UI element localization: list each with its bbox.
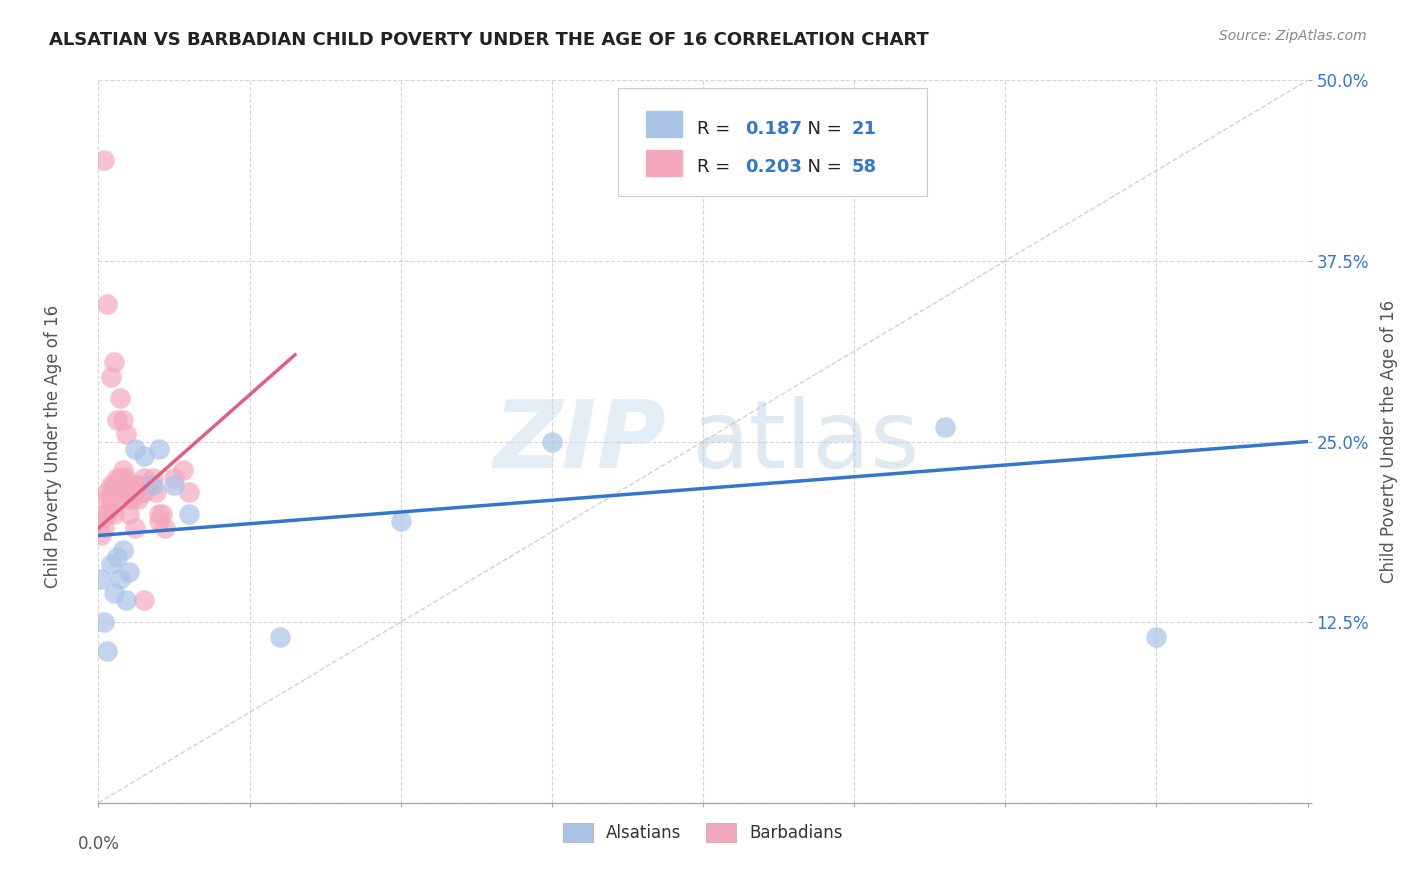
Point (93, 507, 115, 521)
Point (132, 593, 155, 607)
Point (114, 593, 136, 607)
Point (118, 565, 141, 579)
Y-axis label: Child Poverty Under the Age of 16: Child Poverty Under the Age of 16 (1381, 300, 1399, 583)
Point (90, 528, 112, 542)
Point (103, 485, 125, 500)
Bar (647, 150, 682, 176)
Point (105, 478, 128, 492)
Legend: Alsatians, Barbadians: Alsatians, Barbadians (555, 816, 851, 848)
Point (124, 478, 146, 492)
Point (179, 507, 201, 521)
Point (103, 355, 125, 369)
Point (142, 478, 165, 492)
Point (111, 413, 134, 427)
Text: 21: 21 (852, 120, 877, 137)
Point (96, 492, 118, 507)
Point (114, 427, 136, 442)
Text: R =: R = (697, 120, 735, 137)
FancyBboxPatch shape (619, 87, 927, 196)
Point (148, 442, 170, 456)
Point (93, 153, 115, 167)
Point (90, 572, 112, 586)
Point (105, 485, 128, 500)
Text: ZIP: ZIP (494, 395, 666, 488)
Point (96, 644, 118, 658)
Point (96, 485, 118, 500)
Point (100, 500, 122, 514)
Point (103, 478, 125, 492)
Point (100, 492, 122, 507)
Point (389, 514, 412, 528)
Point (139, 478, 162, 492)
Point (111, 470, 134, 484)
Point (118, 478, 141, 492)
Point (163, 478, 186, 492)
Point (105, 413, 128, 427)
Text: R =: R = (697, 158, 735, 176)
Point (96, 507, 118, 521)
Point (90, 514, 112, 528)
Point (129, 485, 152, 500)
Text: 0.0%: 0.0% (77, 835, 120, 854)
Bar (647, 112, 682, 137)
Point (93, 615, 115, 630)
Point (172, 463, 194, 477)
Text: Source: ZipAtlas.com: Source: ZipAtlas.com (1219, 29, 1367, 43)
Point (93, 521, 115, 535)
Point (145, 485, 167, 500)
Point (142, 470, 165, 484)
Point (121, 485, 143, 500)
Point (127, 478, 149, 492)
Point (118, 507, 141, 521)
Point (108, 572, 131, 586)
Point (100, 478, 122, 492)
Text: 58: 58 (852, 158, 877, 176)
Point (100, 369, 122, 384)
Point (114, 485, 136, 500)
Point (540, 434, 562, 449)
Point (118, 492, 141, 507)
Text: N =: N = (796, 120, 848, 137)
Point (153, 521, 176, 535)
Point (108, 391, 131, 405)
Point (114, 470, 136, 484)
Point (103, 586, 125, 600)
Point (127, 492, 149, 507)
Point (179, 485, 201, 500)
Text: 0.187: 0.187 (745, 120, 803, 137)
Point (269, 630, 291, 644)
Text: atlas: atlas (690, 395, 920, 488)
Text: 0.203: 0.203 (745, 158, 803, 176)
Point (148, 514, 170, 528)
Text: Child Poverty Under the Age of 16: Child Poverty Under the Age of 16 (45, 304, 62, 588)
Point (934, 420, 956, 434)
Text: N =: N = (796, 158, 848, 176)
Point (132, 470, 155, 484)
Point (1144, 630, 1167, 644)
Point (108, 478, 131, 492)
Point (108, 478, 131, 492)
Point (103, 507, 125, 521)
Point (135, 478, 157, 492)
Point (111, 463, 134, 477)
Point (148, 507, 170, 521)
Point (96, 297, 118, 311)
Point (163, 470, 186, 484)
Point (100, 558, 122, 572)
Point (108, 470, 131, 484)
Text: ALSATIAN VS BARBADIAN CHILD POVERTY UNDER THE AGE OF 16 CORRELATION CHART: ALSATIAN VS BARBADIAN CHILD POVERTY UNDE… (49, 31, 929, 49)
Point (118, 478, 141, 492)
Point (105, 550, 128, 565)
Point (121, 492, 143, 507)
Point (105, 470, 128, 484)
Point (124, 521, 146, 535)
Point (132, 449, 155, 463)
Point (132, 485, 155, 500)
Point (124, 442, 146, 456)
Point (124, 485, 146, 500)
Point (111, 485, 134, 500)
Point (111, 542, 134, 557)
Point (150, 507, 173, 521)
